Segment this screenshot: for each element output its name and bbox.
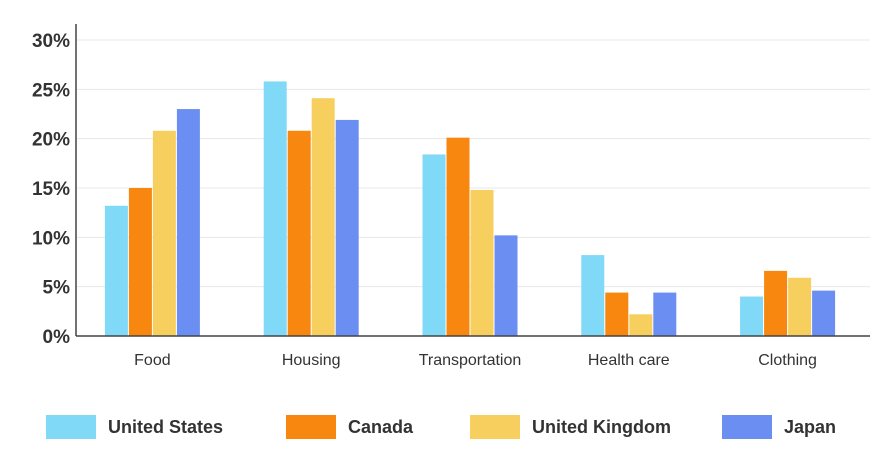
bar-united-kingdom-clothing bbox=[788, 277, 812, 336]
x-tick-label: Food bbox=[134, 352, 170, 369]
legend-swatch bbox=[722, 415, 772, 439]
bar-united-states-health-care bbox=[581, 255, 605, 336]
legend-item: Canada bbox=[286, 410, 413, 444]
y-tick-label: 5% bbox=[43, 278, 71, 299]
bar-united-states-clothing bbox=[740, 296, 764, 336]
x-axis-ticks: Food Housing Transportation Health care Clot… bbox=[134, 352, 817, 369]
x-tick-label: Clothing bbox=[758, 352, 817, 369]
bar-united-kingdom-transportation bbox=[470, 189, 494, 336]
bar-canada-health-care bbox=[605, 292, 629, 336]
legend-swatch bbox=[46, 415, 96, 439]
bar-united-kingdom-food bbox=[152, 130, 176, 336]
bar-japan-clothing bbox=[812, 290, 836, 336]
y-tick-label: 0% bbox=[43, 327, 71, 348]
y-tick-label: 10% bbox=[32, 228, 70, 249]
gridlines bbox=[76, 39, 870, 288]
bar-united-states-housing bbox=[263, 81, 287, 336]
x-tick-label: Health care bbox=[588, 352, 670, 369]
y-tick-label: 20% bbox=[32, 130, 70, 151]
bar-united-states-food bbox=[104, 205, 128, 336]
legend: United States Canada United Kingdom Japan bbox=[0, 410, 896, 446]
y-axis-ticks: 0% 5% 10% 15% 20% 25% 30% bbox=[32, 31, 70, 348]
legend-item: Japan bbox=[722, 410, 836, 444]
x-tick-label: Housing bbox=[282, 352, 341, 369]
y-tick-label: 15% bbox=[32, 179, 70, 200]
bar-canada-transportation bbox=[446, 137, 470, 336]
bar-japan-transportation bbox=[494, 235, 518, 336]
legend-label: United States bbox=[108, 416, 224, 437]
bars bbox=[104, 81, 836, 336]
bar-canada-food bbox=[128, 188, 152, 336]
legend-swatch bbox=[286, 415, 336, 439]
bar-canada-housing bbox=[287, 130, 311, 336]
legend-swatch bbox=[470, 415, 520, 439]
bar-united-kingdom-housing bbox=[311, 98, 335, 336]
y-tick-label: 25% bbox=[32, 80, 70, 101]
bar-chart: 0% 5% 10% 15% 20% 25% 30% Food Housing Transport… bbox=[32, 24, 870, 369]
x-tick-label: Transportation bbox=[419, 352, 522, 369]
bar-united-kingdom-health-care bbox=[629, 314, 653, 336]
legend-item: United Kingdom bbox=[470, 410, 671, 444]
bar-canada-clothing bbox=[764, 270, 788, 336]
y-tick-label: 30% bbox=[32, 31, 70, 52]
bar-united-states-transportation bbox=[422, 154, 446, 336]
legend-label: United Kingdom bbox=[532, 416, 671, 437]
bar-japan-health-care bbox=[653, 292, 677, 336]
bar-japan-housing bbox=[335, 119, 359, 336]
bar-japan-food bbox=[176, 109, 200, 336]
legend-label: Japan bbox=[784, 416, 837, 437]
legend-label: Canada bbox=[348, 416, 414, 437]
legend-item: United States bbox=[46, 410, 223, 444]
